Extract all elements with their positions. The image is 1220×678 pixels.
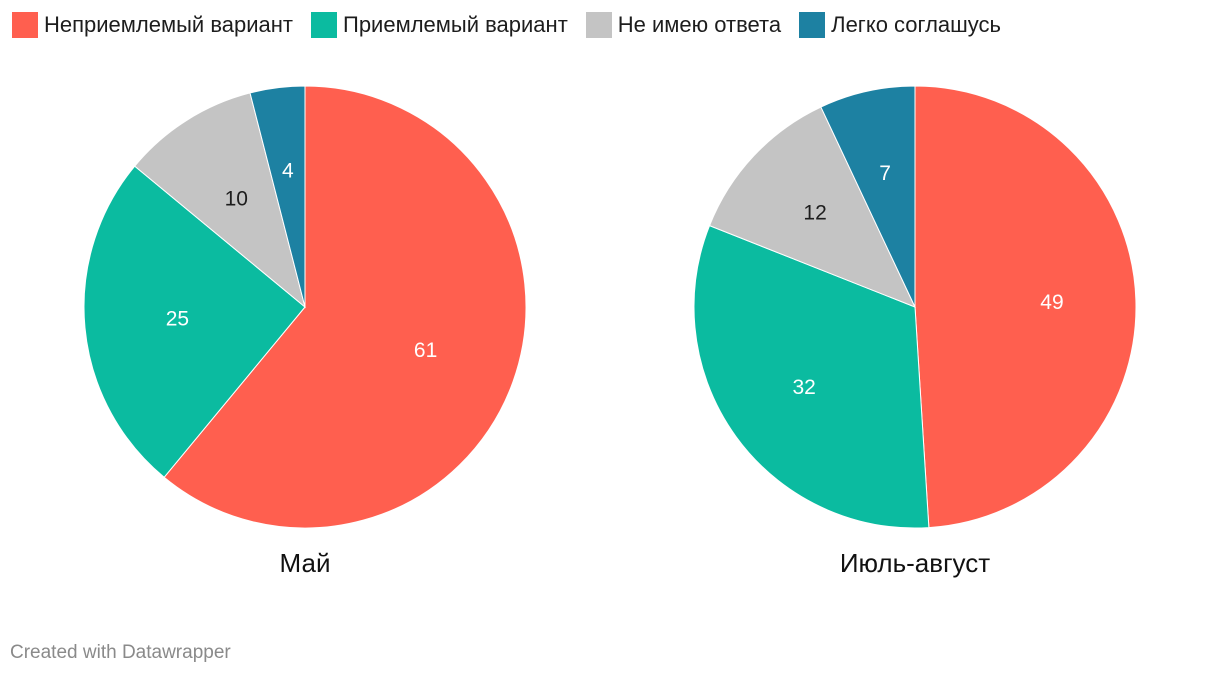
pie-slice-may-3 [249,85,306,308]
legend-label: Приемлемый вариант [343,12,568,37]
legend-swatch [585,12,612,38]
legend-label: Неприемлемый вариант [44,12,293,37]
legend-swatch [12,12,38,38]
legend-item-unacceptable: Неприемлемый вариант [12,12,293,38]
pie-slice-may-2 [134,92,306,309]
chart-title-july-august: Июль-август [839,548,991,578]
pie-slice-may-0 [163,85,527,529]
legend-item-acceptable: Приемлемый вариант [311,12,568,38]
pie-label-july-august-0: 49 [1040,291,1063,314]
pie-label-may-1: 25 [166,308,189,331]
pie-label-may-3: 4 [282,160,294,183]
pie-slice-july-august-2 [708,106,916,308]
pie-label-july-august-2: 12 [803,202,826,225]
legend-item-no-answer: Не имею ответа [585,12,782,38]
legend-swatch [799,12,826,38]
legend-label: Легко соглашусь [831,12,1002,37]
pie-label-july-august-1: 32 [792,376,815,399]
pie-label-may-2: 10 [225,187,248,210]
pie-slice-july-august-0 [914,85,1137,529]
pie-slice-july-august-1 [693,224,930,529]
legend: Неприемлемый вариант Приемлемый вариант … [12,12,1019,38]
chart-title-may: Май [279,548,331,578]
pie-slice-may-1 [83,165,306,478]
legend-swatch [311,12,337,38]
pie-label-july-august-3: 7 [879,162,891,185]
pie-slice-july-august-3 [820,85,916,308]
legend-item-easily-agree: Легко соглашусь [799,12,1001,38]
legend-label: Не имею ответа [617,12,782,37]
pie-label-may-0: 61 [414,339,437,362]
footer-credit: Created with Datawrapper [10,642,231,663]
